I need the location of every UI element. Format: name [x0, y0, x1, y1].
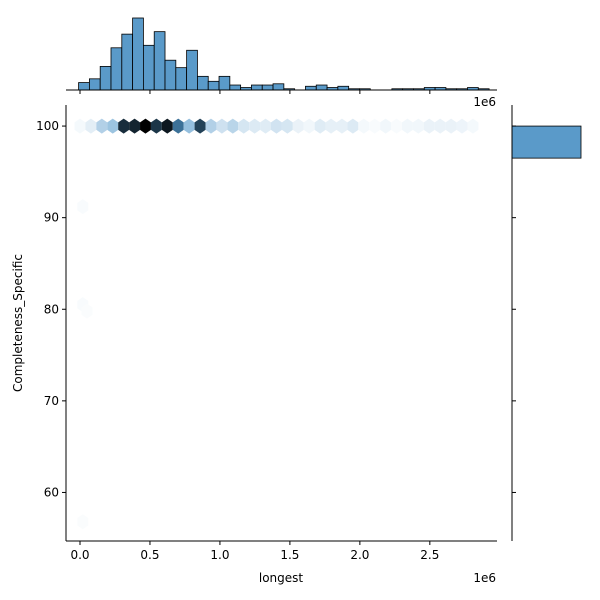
hexbin-cell: [434, 118, 446, 134]
marginal-x-bar: [305, 85, 317, 91]
x-tick-label: 2.5: [420, 548, 439, 562]
marginal-x-bar: [78, 82, 90, 91]
hexbin-cell: [249, 118, 261, 134]
marginal-x-bar: [88, 78, 101, 91]
marginal-x-bar: [229, 84, 242, 91]
hexbin-cell: [369, 118, 381, 134]
marginal-x-bar: [186, 49, 198, 91]
hexbin-cell: [347, 118, 359, 134]
marginal-x-bar: [218, 75, 231, 91]
hexbin-cell: [216, 118, 228, 134]
hexbin-cell: [238, 118, 250, 134]
y-tick-label: 100: [36, 119, 59, 133]
hexbin-cell: [380, 118, 392, 134]
marginal-x-bar: [132, 17, 144, 91]
hexbin-cell: [292, 118, 304, 134]
hexbin-cell: [77, 199, 89, 215]
hexbin-cell: [423, 118, 435, 134]
marginal-x-bar: [197, 75, 209, 91]
hexbin-cell: [325, 118, 337, 134]
marginal-x-bar: [110, 47, 123, 91]
hexbin-cell: [107, 118, 119, 134]
hexbin-cell: [401, 118, 413, 134]
x-tick-label: 0.0: [70, 548, 89, 562]
hexbin-cell: [161, 118, 173, 134]
hexbin-cell: [172, 118, 184, 134]
marginal-x-bar: [121, 33, 134, 91]
x-axis-label: longest: [259, 571, 304, 585]
marginal-x-bar: [315, 84, 328, 91]
hexbin-cell: [467, 118, 479, 134]
hexbin-cell: [194, 118, 206, 134]
hexbin-cell: [140, 118, 151, 134]
hexbin-cell: [74, 118, 86, 134]
marginal-x-bar: [164, 59, 177, 91]
hexbin-cell: [456, 118, 468, 134]
top-offset-label: 1e6: [473, 95, 496, 109]
hexbin-cell: [85, 118, 97, 134]
hexbin-cell: [205, 118, 217, 134]
hexbin-cell: [260, 118, 271, 134]
hexbin-cell: [445, 118, 457, 134]
hexbin-cell: [77, 514, 89, 530]
marginal-x-bar: [261, 84, 274, 91]
marginal-x-bar: [251, 84, 263, 91]
hexbin-cell: [412, 118, 424, 134]
hexbin-cell: [118, 118, 130, 134]
x-tick-label: 0.5: [140, 548, 159, 562]
hexbin-cell: [271, 118, 282, 134]
hexbin-cell: [303, 118, 315, 134]
hexbin-cell: [183, 118, 195, 134]
hexbin-cell: [314, 118, 326, 134]
hexbin-cell: [227, 118, 239, 134]
marginal-x-bar: [99, 66, 112, 91]
hexbin-cell: [336, 118, 348, 134]
hexbin-cell: [129, 118, 141, 134]
y-axis-label: Completeness_Specific: [11, 254, 25, 392]
x-tick-label: 1.0: [210, 548, 229, 562]
x-tick-label: 2.0: [350, 548, 369, 562]
hexbin-cell: [81, 303, 93, 319]
marginal-x-histogram: [66, 17, 497, 94]
y-tick-label: 80: [44, 302, 59, 316]
marginal-x-bar: [143, 44, 155, 91]
marginal-x-bar: [337, 85, 350, 91]
y-tick-label: 90: [44, 211, 59, 225]
marginal-x-bar: [207, 80, 220, 91]
x-tick-label: 1.5: [280, 548, 299, 562]
hexbin-cell: [358, 118, 370, 134]
hexbin-cell: [391, 118, 402, 134]
y-tick-label: 60: [44, 485, 59, 499]
y-tick-label: 70: [44, 394, 59, 408]
marginal-y-histogram: [511, 105, 582, 541]
marginal-x-bar: [272, 83, 285, 91]
marginal-y-bar: [511, 125, 582, 159]
marginal-x-bar: [153, 31, 166, 91]
hexbin-cell: [150, 118, 162, 134]
marginal-x-bar: [175, 67, 188, 91]
joint-plot-area: 0.0 0.5 1.0 1.5 2.0 2.5 60 70 80 90 100: [36, 105, 497, 562]
hexbin-cell: [96, 118, 108, 134]
bottom-offset-label: 1e6: [473, 571, 496, 585]
hexbin-cell: [281, 118, 293, 134]
